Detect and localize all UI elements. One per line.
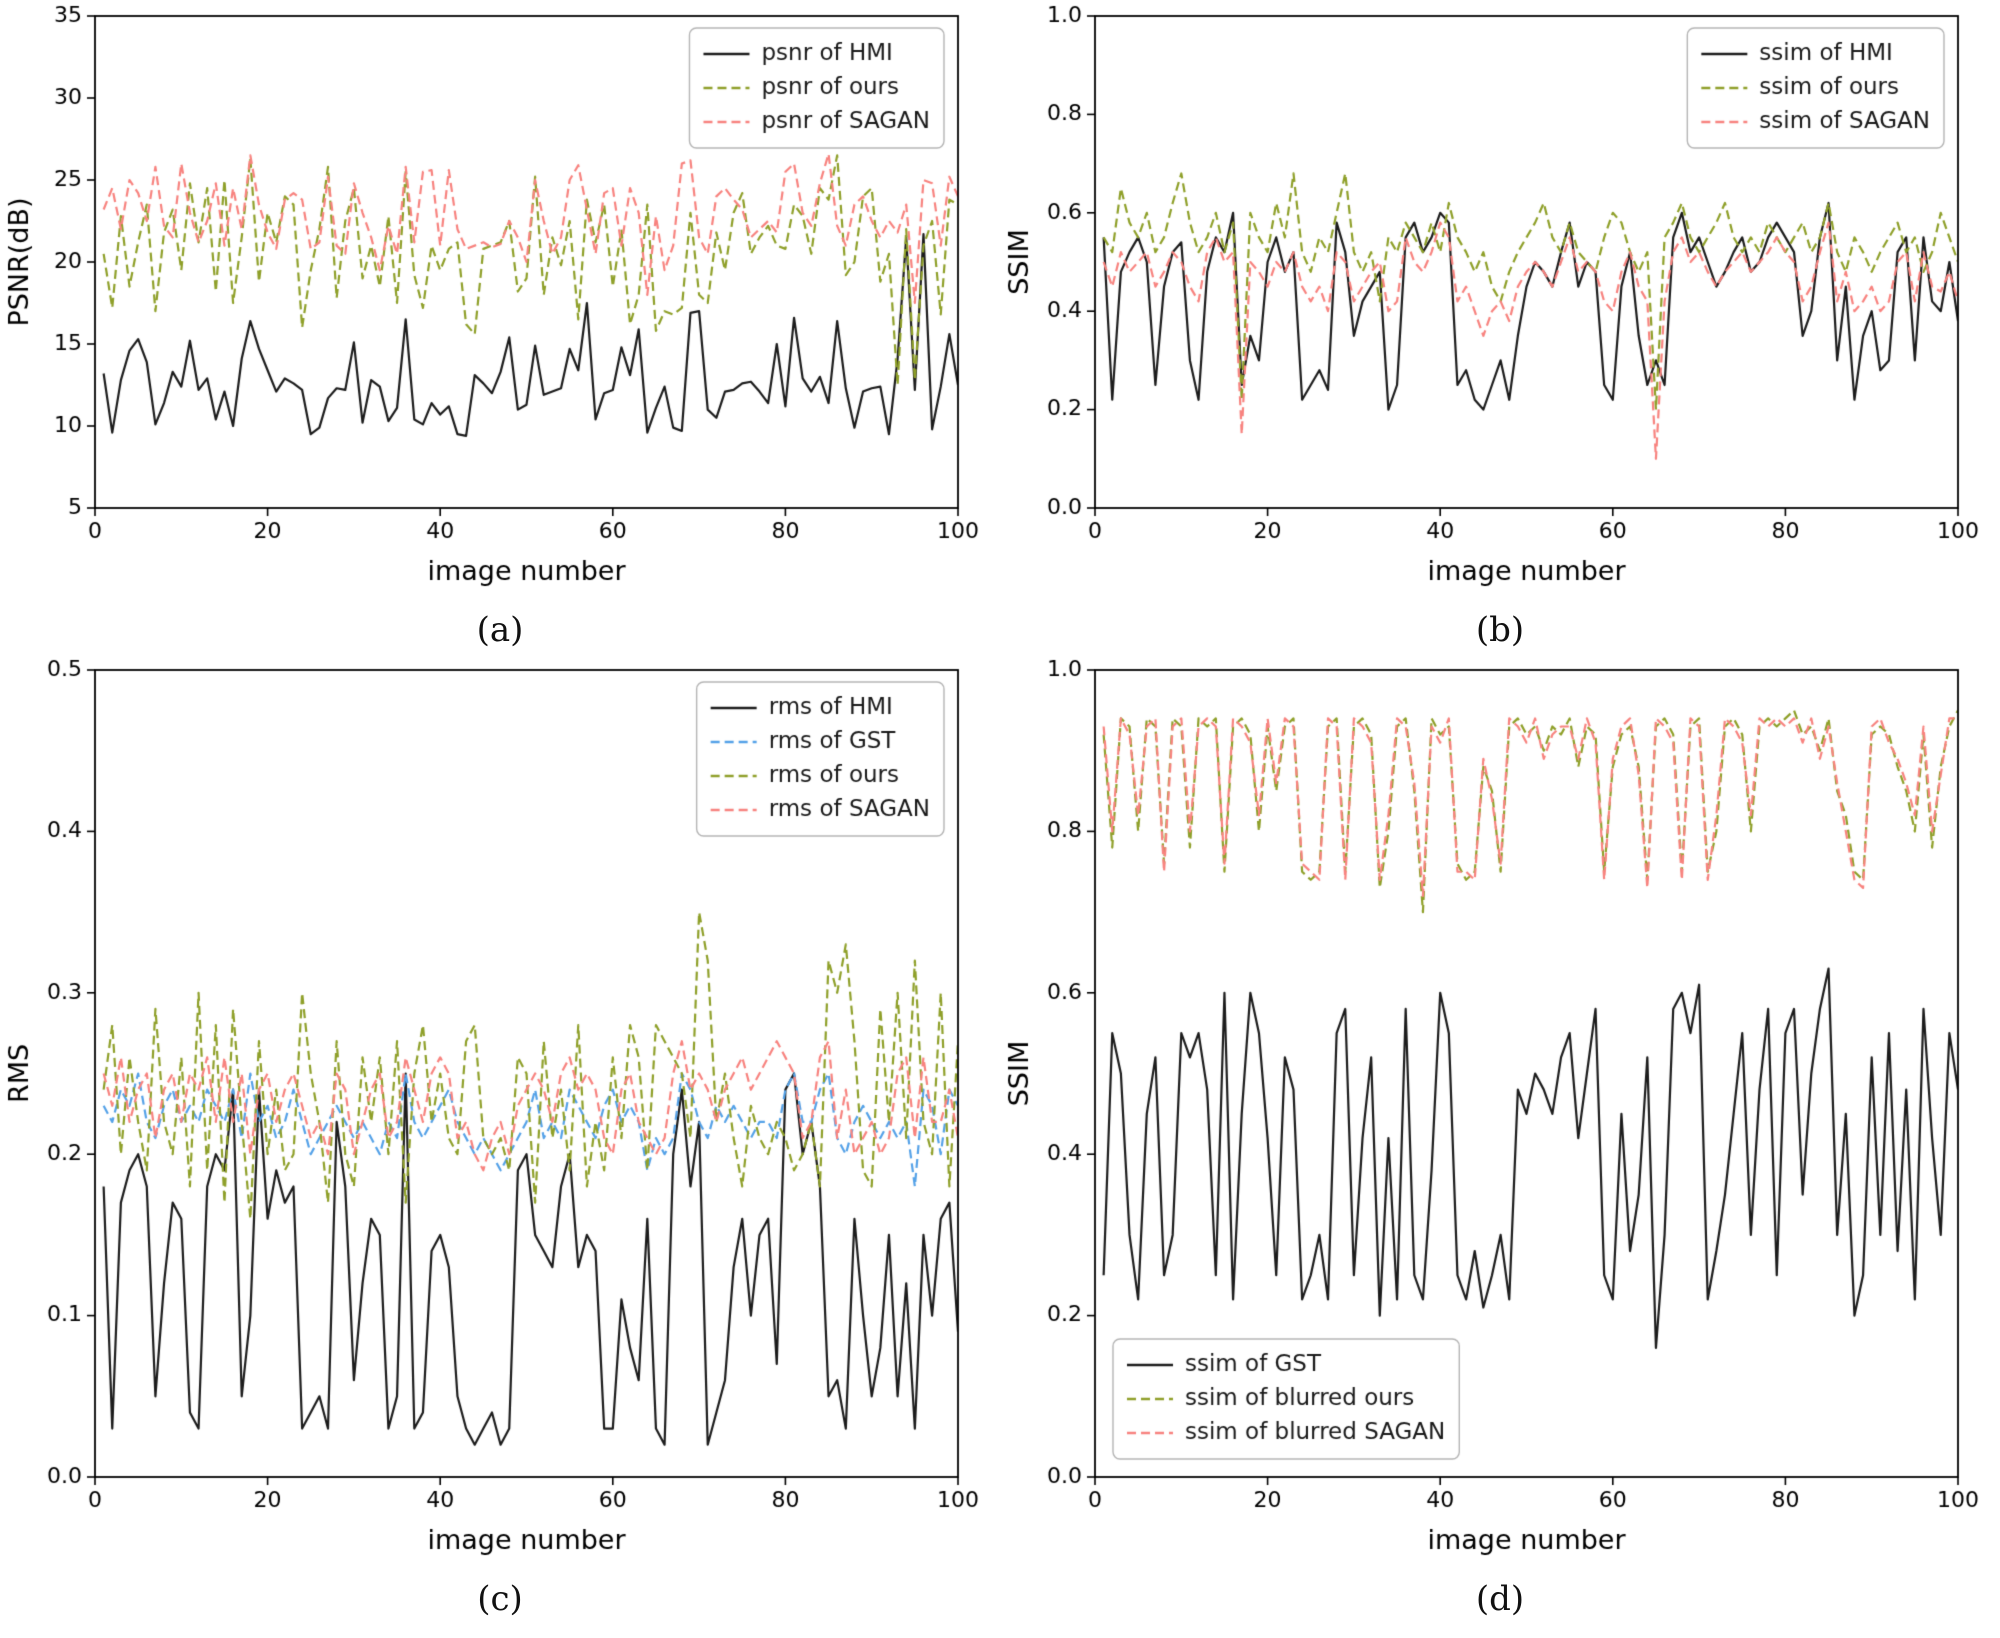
panel-c-chart — [0, 654, 1000, 1569]
panel-d-caption: (d) — [1475, 1579, 1525, 1619]
panel-d: (d) — [1000, 654, 2000, 1623]
panel-c-caption: (c) — [477, 1579, 523, 1619]
panel-a: (a) — [0, 0, 1000, 654]
panel-b: (b) — [1000, 0, 2000, 654]
panel-b-caption: (b) — [1475, 610, 1525, 650]
panel-d-chart — [1000, 654, 2000, 1569]
panel-b-chart — [1000, 0, 2000, 600]
panel-c: (c) — [0, 654, 1000, 1623]
panel-a-caption: (a) — [476, 610, 524, 650]
panel-a-chart — [0, 0, 1000, 600]
